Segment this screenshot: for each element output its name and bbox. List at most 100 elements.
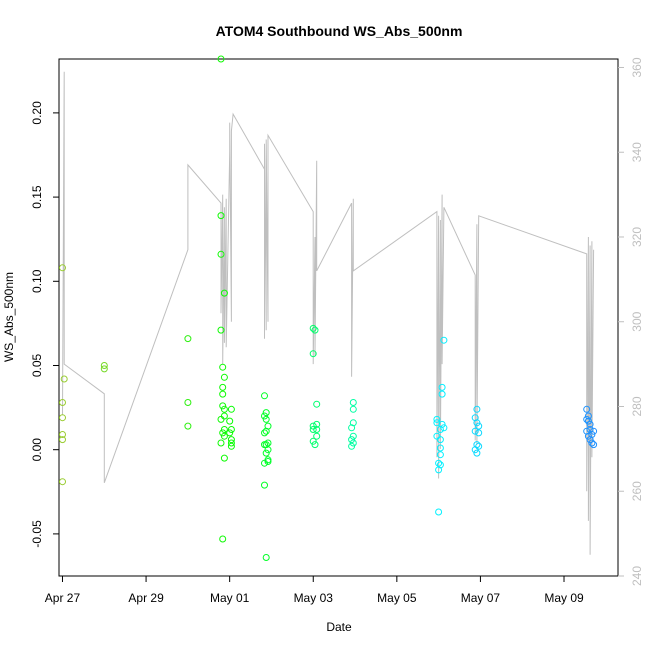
data-point bbox=[264, 458, 272, 465]
data-point bbox=[217, 250, 225, 258]
data-point bbox=[473, 441, 481, 449]
data-point bbox=[262, 409, 270, 417]
y-tick-label: 0.20 bbox=[30, 101, 44, 125]
y-tick-label: 0.00 bbox=[30, 438, 44, 462]
data-point bbox=[309, 426, 317, 433]
data-point bbox=[436, 436, 444, 444]
data-point bbox=[264, 422, 272, 430]
y-tick-label: 0.15 bbox=[30, 185, 44, 209]
x-tick-label: May 07 bbox=[461, 591, 501, 605]
y-axis: -0.05 0.00 0.05 0.10 0.15 0.20 bbox=[30, 101, 59, 548]
data-point bbox=[438, 383, 446, 391]
x-tick-label: May 09 bbox=[544, 591, 584, 605]
data-point bbox=[349, 405, 357, 413]
data-point bbox=[313, 426, 321, 433]
y-tick-label: -0.05 bbox=[30, 520, 44, 548]
data-point bbox=[59, 264, 66, 272]
data-point bbox=[313, 420, 321, 428]
data-point bbox=[311, 326, 319, 334]
data-point bbox=[220, 373, 228, 381]
data-point bbox=[261, 412, 268, 420]
line-series-layer bbox=[62, 71, 595, 555]
data-point bbox=[473, 419, 481, 427]
data-point bbox=[433, 415, 441, 423]
data-point bbox=[438, 390, 446, 398]
data-point bbox=[438, 420, 446, 428]
data-point bbox=[220, 426, 228, 433]
data-point bbox=[349, 432, 357, 440]
data-point bbox=[59, 478, 66, 486]
scatter-points-layer bbox=[59, 55, 598, 561]
data-point bbox=[309, 350, 317, 358]
y2-tick-label: 240 bbox=[630, 566, 644, 586]
x-tick-label: May 01 bbox=[210, 591, 250, 605]
y2-tick-label: 280 bbox=[630, 396, 644, 416]
x-tick-label: Apr 29 bbox=[128, 591, 164, 605]
data-point bbox=[584, 417, 592, 425]
data-point bbox=[220, 405, 228, 413]
y2-tick-label: 340 bbox=[630, 142, 644, 162]
data-point bbox=[435, 508, 443, 516]
chart-title: ATOM4 Southbound WS_Abs_500nm bbox=[216, 23, 463, 39]
data-point bbox=[262, 449, 270, 457]
data-point bbox=[590, 441, 598, 449]
data-point bbox=[59, 414, 66, 422]
data-point bbox=[348, 424, 356, 432]
data-point bbox=[217, 415, 225, 423]
y2-tick-label: 260 bbox=[630, 481, 644, 501]
data-point bbox=[59, 436, 66, 444]
data-point bbox=[436, 451, 444, 459]
data-point bbox=[349, 399, 357, 406]
data-point bbox=[262, 554, 270, 561]
data-point bbox=[219, 535, 227, 543]
data-point bbox=[262, 415, 270, 423]
data-point bbox=[261, 459, 268, 467]
data-point bbox=[100, 362, 108, 369]
y-tick-label: 0.10 bbox=[30, 269, 44, 293]
data-point bbox=[217, 439, 225, 447]
data-point bbox=[586, 420, 594, 428]
x-tick-label: May 03 bbox=[294, 591, 334, 605]
data-point bbox=[217, 212, 225, 220]
data-point bbox=[475, 422, 483, 430]
data-point bbox=[227, 442, 235, 450]
data-point bbox=[583, 415, 591, 423]
data-point bbox=[583, 427, 591, 435]
data-point bbox=[473, 405, 481, 413]
data-point bbox=[217, 326, 225, 334]
x-tick-label: May 05 bbox=[377, 591, 417, 605]
data-point bbox=[435, 459, 443, 467]
data-point bbox=[220, 454, 228, 462]
data-point bbox=[184, 399, 192, 406]
y-axis-label: WS_Abs_500nm bbox=[2, 272, 16, 362]
data-point bbox=[219, 390, 227, 398]
data-point bbox=[184, 335, 192, 343]
data-point bbox=[348, 436, 356, 444]
y-tick-label: 0.05 bbox=[30, 353, 44, 377]
y2-tick-label: 360 bbox=[630, 57, 644, 77]
data-point bbox=[588, 431, 596, 438]
data-point bbox=[590, 427, 598, 435]
data-point bbox=[475, 429, 483, 437]
x-axis: Apr 27 Apr 29 May 01 May 03 May 05 May 07 May … bbox=[45, 576, 584, 605]
data-point bbox=[588, 439, 596, 447]
data-point bbox=[219, 363, 227, 371]
data-point bbox=[227, 436, 235, 444]
data-point bbox=[583, 405, 591, 413]
data-point bbox=[220, 412, 228, 420]
data-point bbox=[220, 432, 228, 440]
data-point bbox=[436, 444, 444, 452]
x-axis-label: Date bbox=[326, 620, 352, 634]
y-axis-right: 240 260 280 300 320 340 360 bbox=[618, 57, 644, 586]
data-point bbox=[309, 324, 317, 332]
data-point bbox=[261, 392, 268, 400]
data-point bbox=[584, 412, 592, 420]
data-point bbox=[219, 429, 227, 437]
plot-area bbox=[58, 58, 619, 577]
data-point bbox=[349, 419, 357, 427]
data-point bbox=[219, 402, 227, 410]
data-point bbox=[59, 431, 66, 438]
data-point bbox=[471, 427, 479, 435]
data-point bbox=[473, 449, 481, 457]
